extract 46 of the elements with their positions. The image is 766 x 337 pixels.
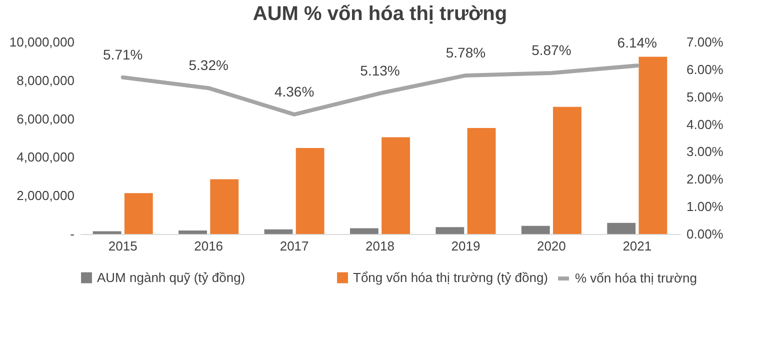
y2-tick-label: 3.00%	[686, 144, 724, 160]
chart-title: AUM % vốn hóa thị trường	[252, 3, 508, 25]
bar	[382, 137, 410, 234]
bar	[264, 229, 293, 234]
data-label: 5.32%	[188, 57, 228, 74]
data-label: 4.36%	[274, 83, 314, 100]
bar	[607, 222, 636, 234]
y2-tick-label: 1.00%	[686, 199, 724, 214]
bar	[436, 227, 464, 234]
data-label: 6.14%	[617, 34, 657, 51]
bar	[638, 56, 668, 234]
y-tick-label: 2,000,000	[16, 188, 74, 204]
x-tick-label: 2016	[194, 238, 224, 254]
bar	[467, 128, 496, 234]
y2-tick-label: 4.00%	[686, 116, 724, 132]
data-label: 5.71%	[103, 46, 143, 62]
x-tick-label: 2015	[108, 238, 138, 254]
x-tick-label: 2020	[536, 238, 566, 254]
y2-tick-label: 5.00%	[686, 89, 724, 104]
x-tick-label: 2019	[451, 238, 480, 254]
y2-tick-label: 0.00%	[686, 226, 724, 242]
legend-label: AUM ngành quỹ (tỷ đồng)	[97, 270, 246, 285]
data-label: 5.87%	[532, 42, 572, 58]
y-tick-label: 10,000,000	[9, 34, 74, 50]
y-tick-label: 8,000,000	[16, 72, 74, 88]
y2-tick-label: 2.00%	[686, 172, 724, 187]
y-tick-label: 6,000,000	[16, 111, 74, 126]
y2-tick-label: 7.00%	[686, 34, 724, 50]
bar	[124, 193, 153, 234]
bar	[178, 230, 207, 234]
data-label: 5.13%	[360, 62, 400, 78]
y-tick-label: -	[70, 226, 74, 242]
x-tick-label: 2017	[280, 238, 309, 254]
bar	[296, 148, 324, 234]
bar	[553, 106, 582, 234]
bar	[521, 226, 550, 234]
bar	[350, 228, 378, 234]
x-tick-label: 2018	[366, 238, 394, 254]
x-tick-label: 2021	[622, 238, 652, 254]
y-tick-label: 4,000,000	[16, 150, 74, 165]
bar	[92, 231, 122, 234]
data-label: 5.78%	[446, 44, 486, 60]
legend-label: Tổng vốn hóa thị trường (tỷ đồng)	[353, 270, 548, 285]
legend-label: % vốn hóa thị trường	[575, 270, 698, 286]
y2-tick-label: 6.00%	[686, 62, 724, 77]
bar	[210, 179, 239, 234]
